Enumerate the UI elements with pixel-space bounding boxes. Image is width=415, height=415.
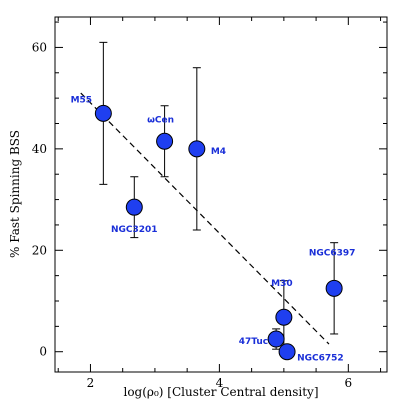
data-point — [325, 279, 343, 297]
point-label: 47Tuc — [239, 337, 268, 347]
data-point — [278, 343, 296, 361]
x-tick-label: 4 — [216, 376, 224, 390]
data-points — [94, 104, 343, 361]
point-labels: M55 NGC3201 ωCen M4 M30 47Tuc NGC6752 NGC6397 — [71, 95, 356, 363]
point-label: M55 — [71, 95, 92, 105]
x-axis-title: log(ρ₀) [Cluster Central density] — [123, 385, 318, 399]
point-label: NGC3201 — [111, 225, 158, 235]
y-axis-title: % Fast Spinning BSS — [8, 130, 22, 258]
point-label: NGC6752 — [297, 354, 344, 364]
data-point — [156, 132, 174, 150]
y-tick-label: 60 — [32, 40, 47, 54]
fit-line — [80, 92, 330, 345]
x-tick-label: 2 — [87, 376, 95, 390]
data-point — [125, 198, 143, 216]
data-point — [267, 330, 285, 348]
x-tick-label: 6 — [345, 376, 353, 390]
plot-frame — [54, 16, 388, 373]
fit-line-group — [80, 92, 330, 345]
data-point — [188, 140, 206, 158]
point-label: M4 — [211, 147, 226, 157]
axis-ticks — [55, 17, 387, 372]
point-label: M30 — [271, 279, 292, 289]
point-label: NGC6397 — [309, 248, 356, 258]
data-point — [94, 104, 112, 122]
y-tick-label: 0 — [39, 345, 47, 359]
y-tick-label: 20 — [32, 243, 47, 257]
y-tick-label: 40 — [32, 142, 47, 156]
point-label: ωCen — [147, 115, 174, 125]
data-point — [275, 308, 293, 326]
error-bars — [99, 41, 339, 350]
